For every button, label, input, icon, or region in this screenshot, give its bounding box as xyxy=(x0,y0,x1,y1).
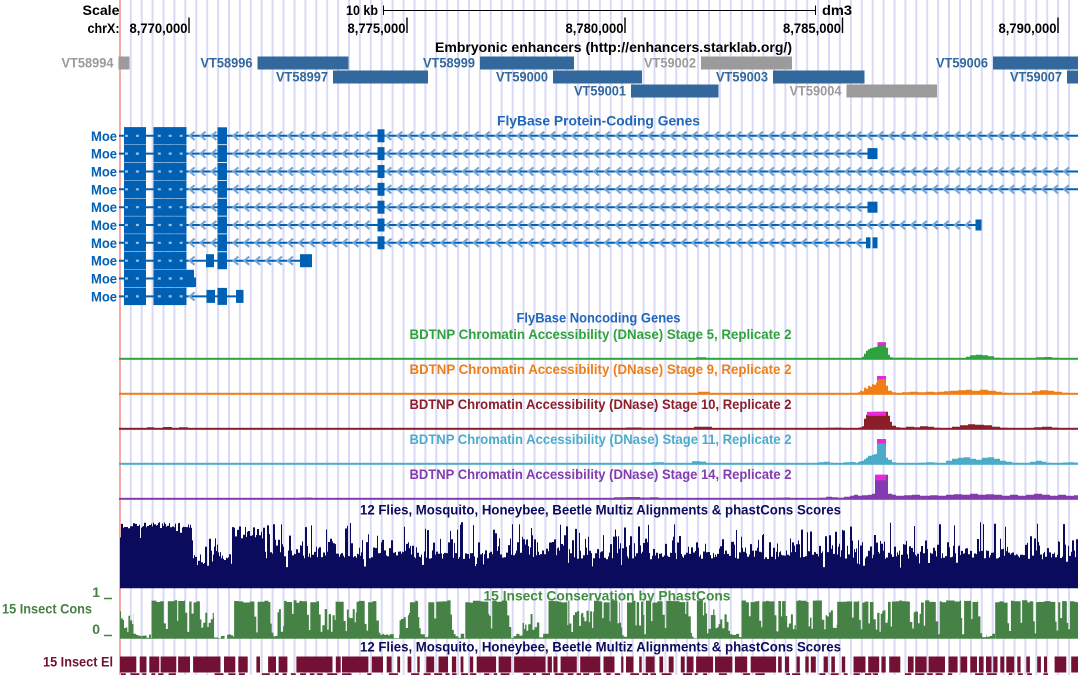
svg-text:VT58996: VT58996 xyxy=(201,55,253,71)
svg-text:BDTNP Chromatin Accessibility: BDTNP Chromatin Accessibility (DNase) St… xyxy=(410,431,792,447)
svg-text:VT59006: VT59006 xyxy=(936,55,988,71)
svg-text:Moe: Moe xyxy=(91,235,117,251)
svg-text:12 Flies, Mosquito, Honeybee,: 12 Flies, Mosquito, Honeybee, Beetle Mul… xyxy=(360,638,841,654)
svg-text:15 Insect Cons: 15 Insect Cons xyxy=(2,601,92,617)
svg-text:FlyBase Protein-Coding Genes: FlyBase Protein-Coding Genes xyxy=(497,112,700,128)
svg-text:VT58994: VT58994 xyxy=(62,55,114,71)
svg-text:8,785,000: 8,785,000 xyxy=(783,20,841,36)
svg-text:0: 0 xyxy=(92,621,100,637)
svg-text:BDTNP Chromatin Accessibility: BDTNP Chromatin Accessibility (DNase) St… xyxy=(410,361,792,377)
svg-text:Moe: Moe xyxy=(91,163,117,179)
svg-text:8,775,000: 8,775,000 xyxy=(348,20,406,36)
svg-text:Moe: Moe xyxy=(91,271,117,287)
svg-text:Moe: Moe xyxy=(91,288,117,304)
svg-text:BDTNP Chromatin Accessibility: BDTNP Chromatin Accessibility (DNase) St… xyxy=(410,326,792,342)
svg-text:VT59001: VT59001 xyxy=(574,83,626,99)
svg-text:Moe: Moe xyxy=(91,146,117,162)
svg-text:Scale: Scale xyxy=(83,2,120,18)
svg-text:VT59000: VT59000 xyxy=(496,69,548,85)
svg-text:VT59004: VT59004 xyxy=(790,83,842,99)
svg-text:VT58997: VT58997 xyxy=(276,69,328,85)
svg-text:FlyBase Noncoding Genes: FlyBase Noncoding Genes xyxy=(517,309,681,325)
svg-text:1: 1 xyxy=(92,584,100,600)
svg-text:Moe: Moe xyxy=(91,217,117,233)
svg-text:8,780,000: 8,780,000 xyxy=(566,20,624,36)
svg-text:Embryonic enhancers (http://en: Embryonic enhancers (http://enhancers.st… xyxy=(435,39,792,55)
svg-text:dm3: dm3 xyxy=(822,2,852,18)
svg-text:chrX:: chrX: xyxy=(88,20,120,36)
svg-text:15 Insect El: 15 Insect El xyxy=(43,654,113,670)
svg-text:Moe: Moe xyxy=(91,253,117,269)
svg-text:BDTNP Chromatin Accessibility: BDTNP Chromatin Accessibility (DNase) St… xyxy=(410,466,792,482)
svg-text:12 Flies, Mosquito, Honeybee,: 12 Flies, Mosquito, Honeybee, Beetle Mul… xyxy=(360,502,841,518)
svg-text:VT59003: VT59003 xyxy=(716,69,768,85)
svg-text:Moe: Moe xyxy=(91,128,117,144)
svg-text:8,790,000: 8,790,000 xyxy=(999,20,1057,36)
svg-text:10 kb: 10 kb xyxy=(346,2,378,18)
svg-text:BDTNP Chromatin Accessibility: BDTNP Chromatin Accessibility (DNase) St… xyxy=(410,396,792,412)
svg-text:VT59007: VT59007 xyxy=(1010,69,1062,85)
svg-text:Moe: Moe xyxy=(91,199,117,215)
svg-text:Moe: Moe xyxy=(91,181,117,197)
svg-text:VT59002: VT59002 xyxy=(644,55,696,71)
svg-text:8,770,000: 8,770,000 xyxy=(130,20,188,36)
svg-text:VT58999: VT58999 xyxy=(423,55,475,71)
svg-text:15 Insect Conservation by Phas: 15 Insect Conservation by PhastCons xyxy=(484,588,731,604)
